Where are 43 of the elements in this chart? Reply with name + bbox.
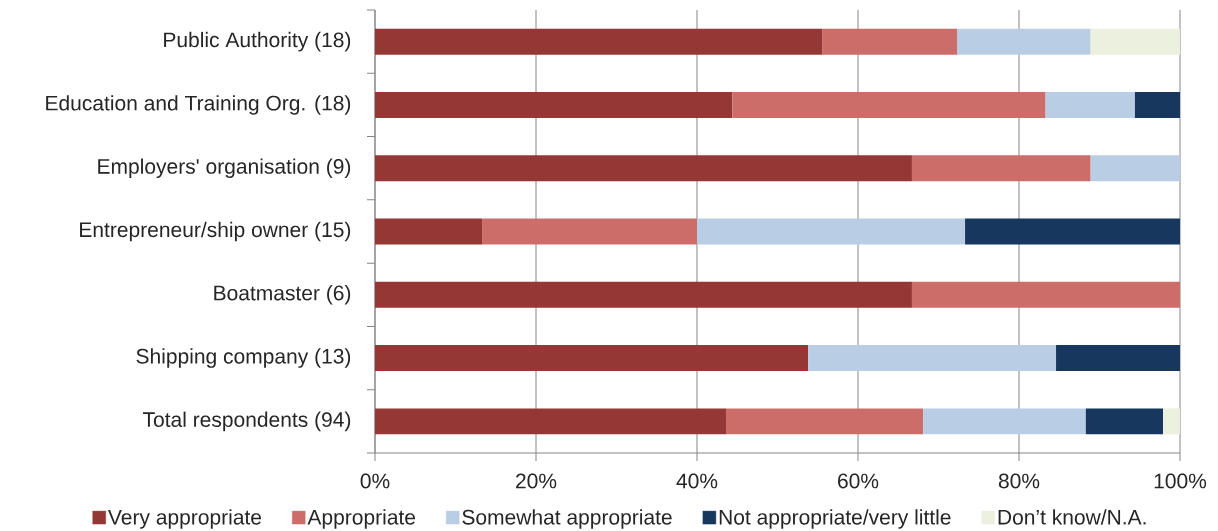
bar — [965, 218, 1181, 245]
bar — [375, 281, 912, 308]
bar — [375, 91, 733, 118]
bar — [923, 408, 1086, 435]
bar — [1085, 408, 1164, 435]
y-tick-label: Education and Training Org. (18) — [46, 95, 351, 115]
bar — [375, 218, 483, 245]
x-tick-label: 20% — [516, 473, 557, 489]
bar — [822, 28, 958, 55]
bar — [375, 345, 809, 372]
bar — [1163, 408, 1181, 435]
bar — [911, 281, 1181, 308]
x-tick-label: 80% — [998, 473, 1040, 489]
legend-label: Don’t know/N.A. — [998, 509, 1146, 525]
x-tick-label: 100% — [1154, 473, 1207, 489]
bar — [375, 408, 726, 435]
bar — [1090, 155, 1181, 182]
bar — [725, 408, 924, 435]
bar — [1090, 28, 1181, 55]
bar — [1056, 345, 1181, 372]
y-tick-label: Public Authority (18) — [164, 31, 351, 52]
bar — [957, 28, 1091, 55]
bar — [697, 218, 966, 245]
legend-label: Somewhat appropriate — [462, 509, 672, 529]
y-tick-label: Entrepreneur/ship owner (15) — [80, 221, 351, 242]
bar — [1045, 91, 1135, 118]
y-tick-label: Shipping company (13) — [136, 348, 351, 368]
bar — [375, 155, 912, 182]
y-tick-label: Boatmaster (6) — [214, 285, 351, 305]
bar — [911, 155, 1091, 182]
legend-label: Appropriate — [307, 509, 416, 529]
legend-label: Very appropriate — [108, 509, 262, 529]
bar — [375, 28, 823, 55]
bar — [1134, 91, 1181, 118]
x-tick-label: 0% — [360, 473, 390, 489]
x-tick-label: 60% — [838, 473, 879, 489]
x-tick-label: 40% — [676, 473, 718, 489]
bar — [482, 218, 697, 245]
bar — [808, 345, 1057, 372]
y-tick-label: Employers' organisation (9) — [98, 158, 351, 179]
y-tick-label: Total respondents (94) — [142, 411, 351, 432]
legend-label: Not appropriate/very little — [719, 509, 951, 529]
bar — [732, 91, 1046, 118]
